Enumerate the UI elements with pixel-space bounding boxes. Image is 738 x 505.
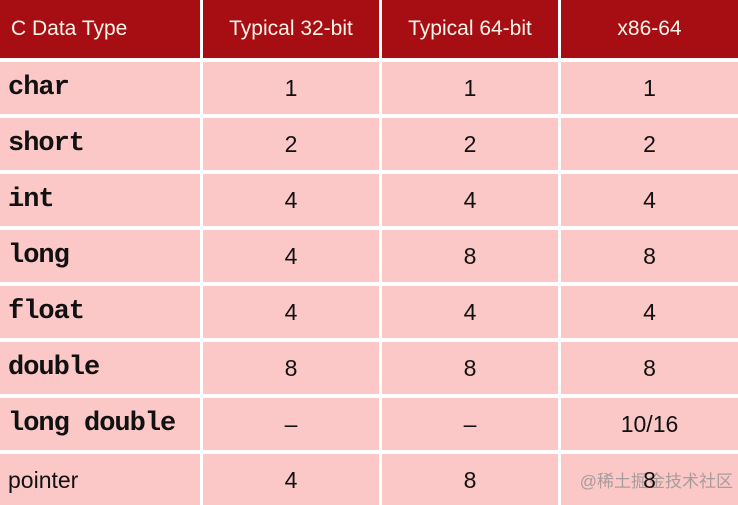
value-cell: 8 [382,342,558,394]
value-cell: 4 [561,286,738,338]
column-header-32bit: Typical 32-bit [203,0,379,58]
value-cell: – [203,398,379,450]
value-cell: 10/16 [561,398,738,450]
value-cell: 2 [203,118,379,170]
column-header-64bit: Typical 64-bit [382,0,558,58]
value-cell: 8 [561,342,738,394]
row-label-long: long [0,230,200,282]
value-cell: 8 [382,454,558,505]
value-cell: 8 [561,454,738,505]
value-cell: 1 [382,62,558,114]
row-label-float: float [0,286,200,338]
row-label-short: short [0,118,200,170]
value-cell: 4 [203,174,379,226]
value-cell: 4 [203,286,379,338]
value-cell: 4 [561,174,738,226]
column-header-x86-64: x86-64 [561,0,738,58]
value-cell: 2 [561,118,738,170]
value-cell: 8 [561,230,738,282]
value-cell: 4 [203,230,379,282]
row-label-pointer: pointer [0,454,200,505]
row-label-long-double: long double [0,398,200,450]
row-label-int: int [0,174,200,226]
value-cell: 1 [203,62,379,114]
value-cell: 4 [203,454,379,505]
value-cell: 8 [382,230,558,282]
value-cell: 4 [382,286,558,338]
value-cell: 8 [203,342,379,394]
row-label-double: double [0,342,200,394]
value-cell: 4 [382,174,558,226]
value-cell: 1 [561,62,738,114]
row-label-char: char [0,62,200,114]
column-header-type: C Data Type [0,0,200,58]
value-cell: 2 [382,118,558,170]
value-cell: – [382,398,558,450]
